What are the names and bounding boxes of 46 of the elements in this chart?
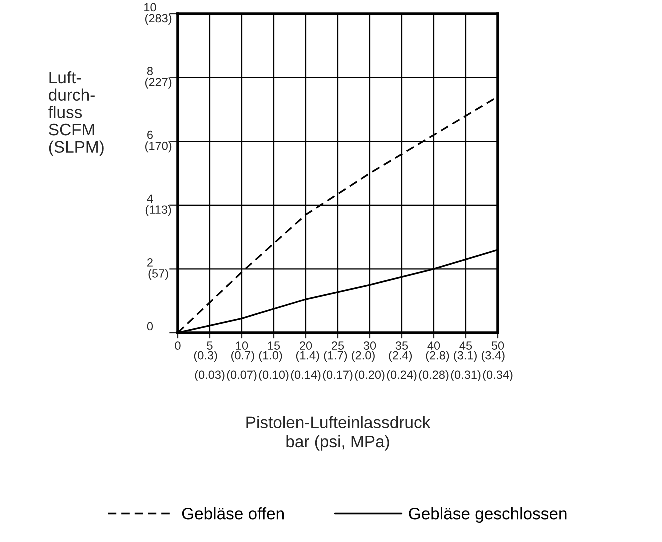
x-tick-label: 0 [175,342,181,350]
x-tick-label: 50 [492,342,504,350]
y-tick-label: 6 [148,130,153,140]
text: (0.20) [355,370,385,382]
x2-tick-label: (2.0) [352,351,375,362]
x-tick-label: 35 [396,342,408,350]
legend-label: Gebläse geschlossen [409,508,567,524]
x2-tick-label: (1.7) [324,351,348,362]
y2-tick-label: (283) [146,14,172,25]
y2-tick-label: (113) [146,205,172,216]
x-tick-label: 25 [332,342,344,350]
text: (0.07) [227,370,257,382]
text: (0.24) [387,370,417,382]
y2-tick-label: (170) [146,142,172,153]
x2-tick-label: (0.7) [232,351,254,362]
text: (0.14) [291,370,321,382]
text: (0.03) [195,370,225,382]
text: (0.10) [259,370,289,382]
x2-tick-label: (1.4) [296,351,320,362]
y-tick-label: 8 [147,67,153,76]
x2-tick-label: (3.1) [454,351,477,362]
text: (0.17) [323,370,353,382]
y2-tick-label: (227) [146,78,172,89]
y-axis-title: Luft- durch- fluss SCFM (SLPM) [48,71,104,156]
y-tick-label: 4 [147,194,154,203]
x2-tick-label: (3.4) [482,351,505,362]
x-tick-label: 15 [268,342,280,350]
x-tick-label: 5 [207,342,213,350]
legend-label: Gebläse offen [182,508,284,520]
x-tick-label: 30 [364,342,376,350]
x2-tick-label: (2.8) [426,351,450,362]
text: (0.34) [483,370,513,382]
x-axis-title: Pistolen-Lufteinlassdruck bar (psi, MPa) [246,416,431,451]
x2-tick-label: (2.4) [389,351,412,362]
x2-tick-label: (0.3) [194,351,218,362]
x-tick-label: 45 [460,342,472,350]
y-tick-label: 2 [148,258,153,267]
y-tick-label: 10 [144,3,156,12]
x2-tick-label: (1.0) [259,351,282,362]
text: (0.28) [419,370,449,382]
x-tick-label: 20 [300,342,312,350]
x-tick-label: 10 [236,342,248,350]
y-tick-label: 0 [147,322,154,331]
y2-tick-label: (57) [148,269,168,280]
text: (0.31) [451,370,481,382]
x-tick-label: 40 [428,342,440,350]
